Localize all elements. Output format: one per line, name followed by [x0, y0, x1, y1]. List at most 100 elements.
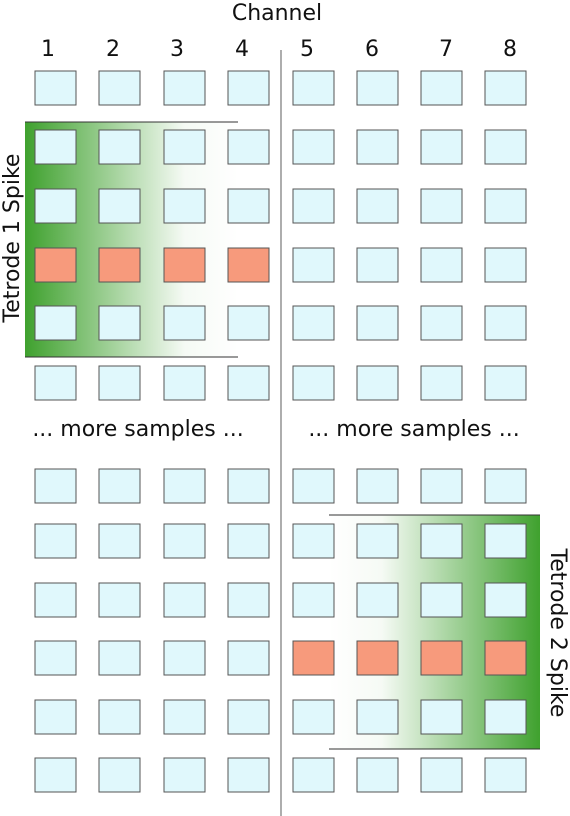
sample-cell [163, 129, 206, 165]
sample-cell [484, 582, 527, 618]
spike-sample-cell [420, 640, 463, 676]
more-samples-right: ... more samples ... [308, 417, 519, 442]
spike-sample-cell [227, 247, 270, 283]
sample-cell [227, 129, 270, 165]
channel-label: 3 [170, 37, 184, 62]
sample-cell [484, 699, 527, 735]
sample-cell [163, 305, 206, 341]
sample-cell [292, 365, 335, 401]
spike-sample-cell [356, 640, 399, 676]
sample-cell [356, 468, 399, 504]
sample-cell [420, 188, 463, 224]
sample-cell [292, 523, 335, 559]
sample-cell [292, 247, 335, 283]
sample-cell [98, 70, 141, 106]
sample-cell [227, 523, 270, 559]
sample-cell [356, 305, 399, 341]
sample-cell [356, 365, 399, 401]
sample-cell [356, 523, 399, 559]
sample-cell [420, 468, 463, 504]
sample-cell [98, 757, 141, 793]
sample-cell [420, 129, 463, 165]
sample-cell [98, 523, 141, 559]
sample-cell [484, 523, 527, 559]
sample-cell [34, 365, 77, 401]
spike-sample-cell [98, 247, 141, 283]
tetrode-2-label: Tetrode 2 Spike [545, 548, 570, 718]
sample-cell [292, 699, 335, 735]
sample-cell [163, 188, 206, 224]
sample-cell [227, 365, 270, 401]
channel-label: 5 [300, 37, 314, 62]
more-samples-left: ... more samples ... [32, 417, 243, 442]
channel-label: 8 [503, 37, 517, 62]
sample-cell [484, 468, 527, 504]
sample-cell [356, 699, 399, 735]
sample-cell [163, 757, 206, 793]
spike-sample-cell [163, 247, 206, 283]
spike-sample-cell [34, 247, 77, 283]
sample-cell [98, 699, 141, 735]
sample-cell [163, 640, 206, 676]
sample-cell [98, 640, 141, 676]
sample-cell [227, 582, 270, 618]
sample-cell [227, 70, 270, 106]
sample-cell [98, 582, 141, 618]
sample-cell [292, 129, 335, 165]
sample-cell [34, 305, 77, 341]
sample-cell [34, 582, 77, 618]
channel-label: 4 [235, 37, 249, 62]
sample-cell [34, 129, 77, 165]
sample-cell [227, 640, 270, 676]
sample-cell [356, 70, 399, 106]
spike-sample-cell [292, 640, 335, 676]
sample-cell [356, 757, 399, 793]
sample-cell [484, 305, 527, 341]
sample-cell [420, 523, 463, 559]
sample-cell [292, 70, 335, 106]
sample-cell [356, 188, 399, 224]
sample-cell [420, 305, 463, 341]
sample-cell [484, 70, 527, 106]
sample-cell [356, 129, 399, 165]
sample-cell [292, 188, 335, 224]
sample-cell [484, 247, 527, 283]
sample-cell [163, 468, 206, 504]
sample-cell [420, 757, 463, 793]
sample-cell [98, 305, 141, 341]
channel-label: 1 [41, 37, 55, 62]
channel-labels: 1 2 3 4 5 6 7 8 [41, 37, 517, 62]
sample-cell [420, 70, 463, 106]
sample-grid-bottom [34, 468, 527, 793]
sample-cell [484, 365, 527, 401]
sample-cell [420, 365, 463, 401]
sample-cell [356, 247, 399, 283]
sample-cell [292, 757, 335, 793]
sample-cell [292, 468, 335, 504]
sample-cell [163, 582, 206, 618]
tetrode-1-label: Tetrode 1 Spike [0, 154, 25, 324]
sample-cell [484, 129, 527, 165]
sample-cell [227, 468, 270, 504]
sample-cell [163, 523, 206, 559]
sample-cell [34, 699, 77, 735]
sample-cell [163, 365, 206, 401]
sample-cell [98, 129, 141, 165]
sample-cell [98, 468, 141, 504]
sample-cell [227, 305, 270, 341]
channel-label: 6 [365, 37, 379, 62]
sample-cell [227, 757, 270, 793]
sample-cell [34, 523, 77, 559]
sample-cell [227, 699, 270, 735]
sample-cell [356, 582, 399, 618]
sample-cell [34, 188, 77, 224]
sample-cell [420, 247, 463, 283]
sample-cell [227, 188, 270, 224]
channel-axis-title: Channel [232, 1, 322, 26]
sample-cell [420, 699, 463, 735]
channel-label: 2 [106, 37, 120, 62]
sample-cell [484, 757, 527, 793]
sample-cell [292, 582, 335, 618]
sample-cell [98, 188, 141, 224]
